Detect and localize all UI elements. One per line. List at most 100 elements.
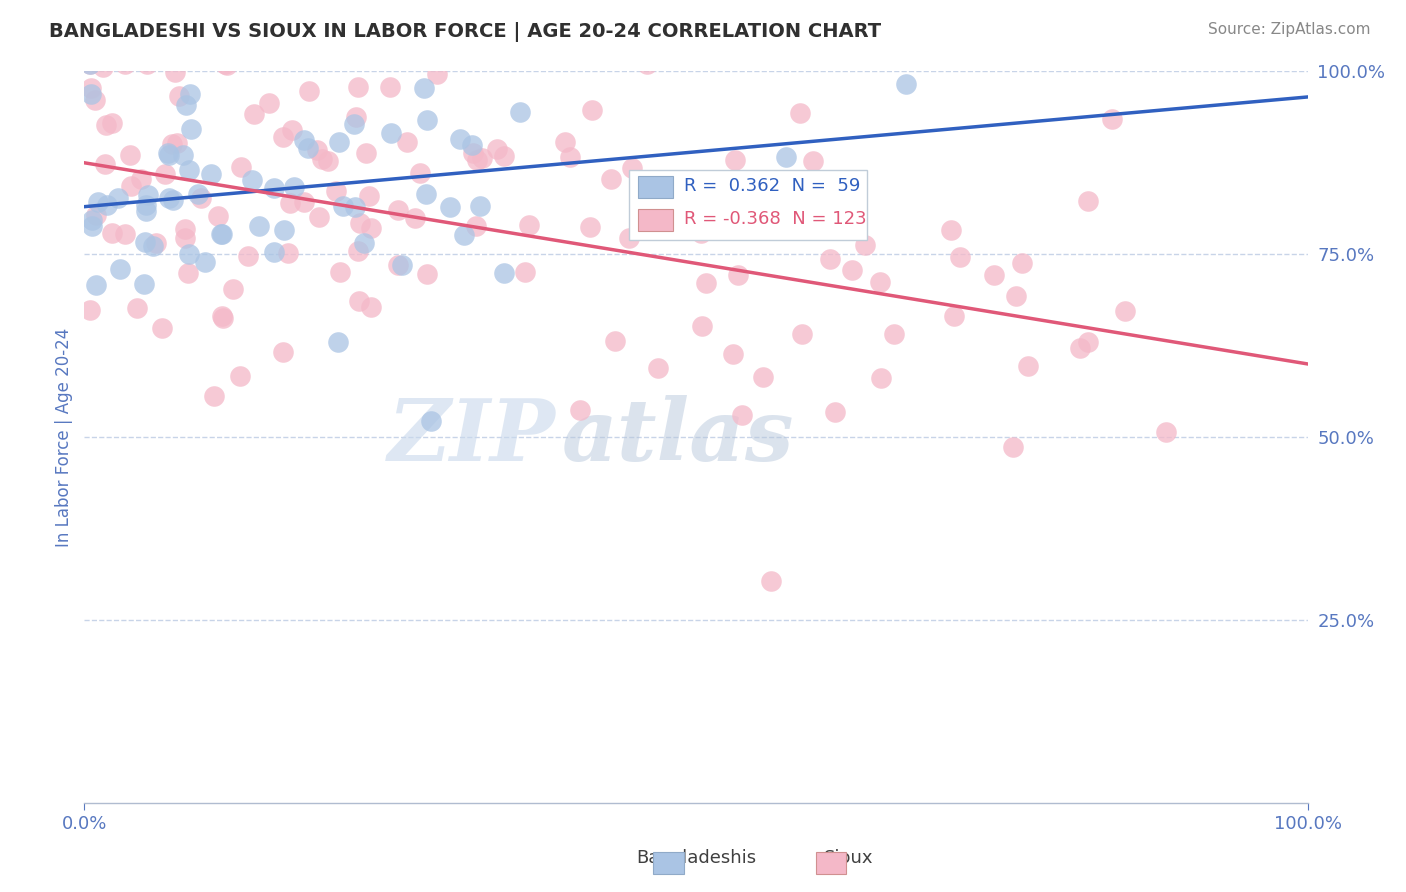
Point <box>129 171 152 186</box>
Point <box>177 266 200 280</box>
Point <box>167 89 190 103</box>
Point <box>94 157 117 171</box>
Point <box>207 209 229 223</box>
Point <box>647 361 669 376</box>
Point <box>870 370 893 384</box>
Point <box>162 193 184 207</box>
Point <box>135 203 157 218</box>
Point <box>156 145 179 160</box>
Point <box>603 334 626 348</box>
Point <box>689 226 711 240</box>
Point <box>558 150 581 164</box>
Point <box>172 148 194 162</box>
Point <box>174 222 197 236</box>
Bar <box>815 852 846 874</box>
Text: Source: ZipAtlas.com: Source: ZipAtlas.com <box>1208 22 1371 37</box>
Point <box>86 277 108 292</box>
Point <box>179 87 201 101</box>
Point <box>87 194 110 209</box>
Bar <box>638 209 672 231</box>
Point <box>752 369 775 384</box>
Point <box>949 250 972 264</box>
Point <box>135 198 157 212</box>
Point <box>387 203 409 218</box>
Point <box>134 277 156 292</box>
Point <box>240 173 263 187</box>
Point <box>80 87 103 101</box>
Point <box>1101 112 1123 126</box>
Point <box>107 191 129 205</box>
Point <box>281 122 304 136</box>
Point <box>894 77 917 91</box>
Point <box>461 137 484 152</box>
Point <box>509 104 531 119</box>
Point <box>1114 304 1136 318</box>
Point <box>395 136 418 150</box>
Point <box>214 57 236 71</box>
Point <box>174 231 197 245</box>
Text: BANGLADESHI VS SIOUX IN LABOR FORCE | AGE 20-24 CORRELATION CHART: BANGLADESHI VS SIOUX IN LABOR FORCE | AG… <box>49 22 882 42</box>
Point <box>517 219 540 233</box>
Point <box>413 81 436 95</box>
Point <box>349 216 371 230</box>
Point <box>690 318 713 333</box>
Point <box>359 189 381 203</box>
Point <box>222 283 245 297</box>
Point <box>426 67 449 81</box>
Point <box>114 227 136 241</box>
Point <box>470 151 492 165</box>
Point <box>150 320 173 334</box>
Point <box>1069 341 1091 355</box>
Point <box>727 268 749 282</box>
Point <box>409 165 432 179</box>
Point <box>271 130 294 145</box>
Point <box>211 227 233 241</box>
Point <box>136 57 159 71</box>
Point <box>449 132 471 146</box>
Point <box>325 184 347 198</box>
Point <box>332 199 354 213</box>
Point <box>308 210 330 224</box>
Point <box>578 219 600 234</box>
Point <box>160 136 183 151</box>
Point <box>166 136 188 151</box>
Point <box>461 145 484 160</box>
Point <box>513 265 536 279</box>
Point <box>617 231 640 245</box>
Point <box>360 221 382 235</box>
Point <box>380 126 402 140</box>
Point <box>297 141 319 155</box>
Point <box>100 116 122 130</box>
Point <box>311 152 333 166</box>
Point <box>177 163 200 178</box>
Point <box>93 60 115 74</box>
Text: atlas: atlas <box>561 395 794 479</box>
Point <box>1002 440 1025 454</box>
Point <box>939 223 962 237</box>
Point <box>790 326 813 341</box>
Point <box>344 111 367 125</box>
Point <box>801 154 824 169</box>
Point <box>347 79 370 94</box>
Point <box>1011 256 1033 270</box>
Point <box>298 84 321 98</box>
Point <box>789 106 811 120</box>
Point <box>853 238 876 252</box>
Point <box>283 179 305 194</box>
Text: ZIP: ZIP <box>388 395 555 479</box>
Point <box>120 178 142 193</box>
Point <box>217 57 239 71</box>
Point <box>360 301 382 315</box>
Point <box>273 345 295 359</box>
Point <box>983 268 1005 282</box>
Point <box>569 402 592 417</box>
Point <box>263 180 285 194</box>
Point <box>328 136 350 150</box>
Point <box>724 153 747 168</box>
Point <box>775 150 797 164</box>
Point <box>114 57 136 71</box>
Point <box>1017 359 1039 374</box>
Point <box>486 142 509 156</box>
Point <box>1077 335 1099 350</box>
Bar <box>638 176 672 198</box>
